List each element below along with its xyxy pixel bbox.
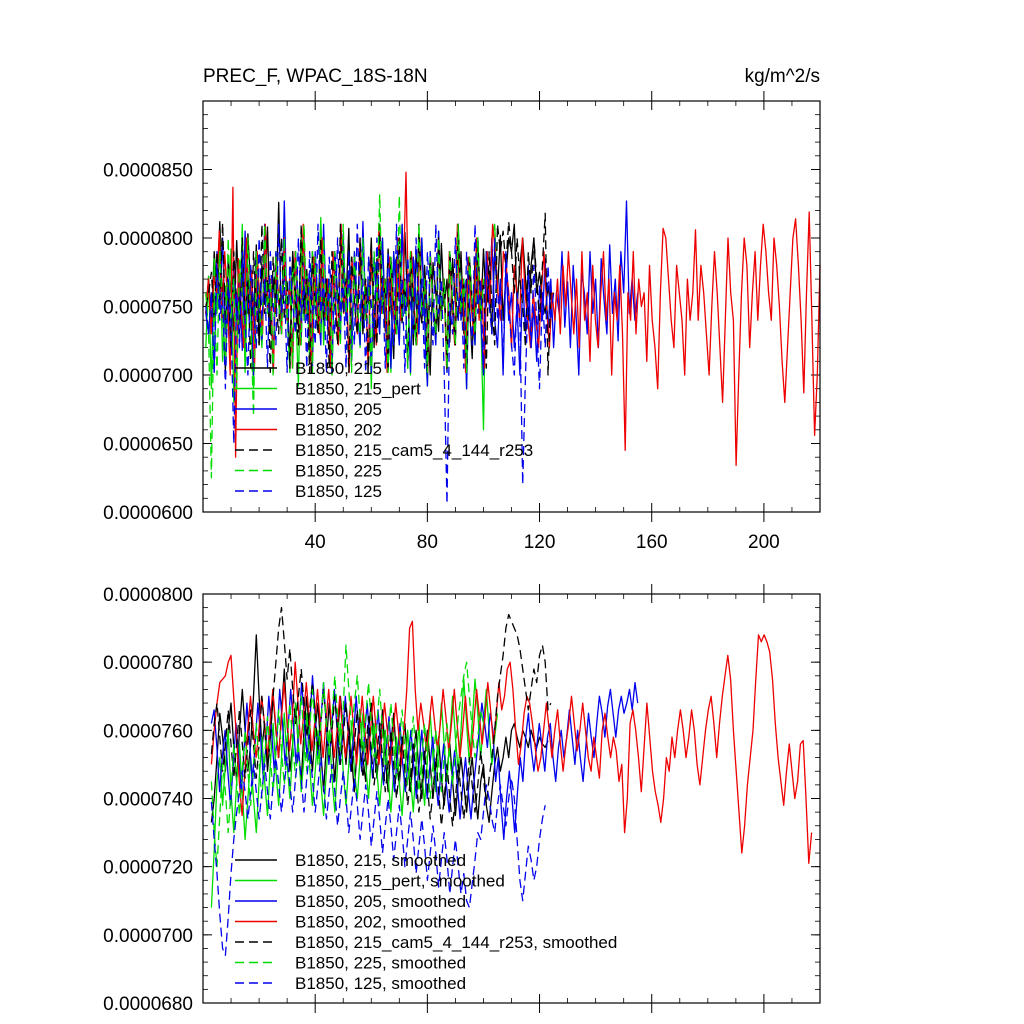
series-line-5 (210, 644, 485, 868)
y-tick-label: 0.0000800 (103, 229, 193, 250)
upper-plot-frame (202, 100, 821, 513)
upper-panel: PREC_F, WPAC_18S-18N kg/m^2/s 0.00006000… (103, 66, 821, 553)
x-tick-label: 120 (524, 532, 556, 553)
y-tick-label: 0.0000740 (103, 790, 193, 811)
legend-label: B1850, 125, smoothed (295, 974, 466, 993)
legend-label: B1850, 215_pert, smoothed (295, 872, 505, 891)
series-line-6 (205, 223, 555, 505)
legend-label: B1850, 225 (295, 462, 382, 481)
legend-label: B1850, 202, smoothed (295, 913, 466, 932)
upper-series-lines (205, 171, 821, 505)
lower-plot-frame (202, 593, 821, 1004)
lower-ticks: 0.0000680 0.0000700 0.0000720 0.0000740 0.00… (103, 584, 820, 1015)
legend-label: B1850, 205, smoothed (295, 892, 466, 911)
legend-label: B1850, 215_pert (295, 380, 421, 399)
legend-label: B1850, 215_cam5_4_144_r253 (295, 441, 533, 460)
y-tick-label: 0.0000850 (103, 161, 193, 182)
x-tick-label: 80 (417, 532, 438, 553)
series-line-4 (205, 212, 552, 376)
x-tick-label: 40 (305, 532, 326, 553)
legend-label: B1850, 202 (295, 421, 382, 440)
y-tick-label: 0.0000780 (103, 653, 193, 674)
y-tick-label: 0.0000800 (103, 585, 193, 606)
upper-ticks: 0.0000600 0.0000650 0.0000700 0.0000750 0.00… (103, 91, 820, 553)
lower-panel: 0.0000680 0.0000700 0.0000720 0.0000740 0.00… (103, 584, 821, 1015)
y-tick-label: 0.0000650 (103, 435, 193, 456)
legend-label: B1850, 225, smoothed (295, 954, 466, 973)
series-line-3 (205, 171, 821, 467)
legend-label: B1850, 125 (295, 482, 382, 501)
units-label: kg/m^2/s (745, 66, 820, 87)
x-tick-label: 160 (636, 532, 668, 553)
x-tick-label: 200 (748, 532, 780, 553)
y-tick-label: 0.0000700 (103, 926, 193, 947)
legend-label: B1850, 215 (295, 359, 382, 378)
series-line-6 (210, 750, 546, 956)
y-tick-label: 0.0000700 (103, 366, 193, 387)
legend-label: B1850, 215, smoothed (295, 851, 466, 870)
series-line-3 (210, 620, 813, 864)
chart-title: PREC_F, WPAC_18S-18N (203, 66, 428, 87)
y-tick-label: 0.0000600 (103, 503, 193, 524)
y-tick-label: 0.0000750 (103, 298, 193, 319)
legend-label: B1850, 205 (295, 400, 382, 419)
series-line-4 (210, 606, 552, 827)
legend-label: B1850, 215_cam5_4_144_r253, smoothed (295, 933, 617, 952)
y-tick-label: 0.0000760 (103, 721, 193, 742)
lower-series-lines (210, 606, 813, 956)
y-tick-label: 0.0000680 (103, 994, 193, 1015)
y-tick-label: 0.0000720 (103, 858, 193, 879)
lower-legend: B1850, 215, smoothed B1850, 215_pert, smo… (235, 851, 617, 993)
